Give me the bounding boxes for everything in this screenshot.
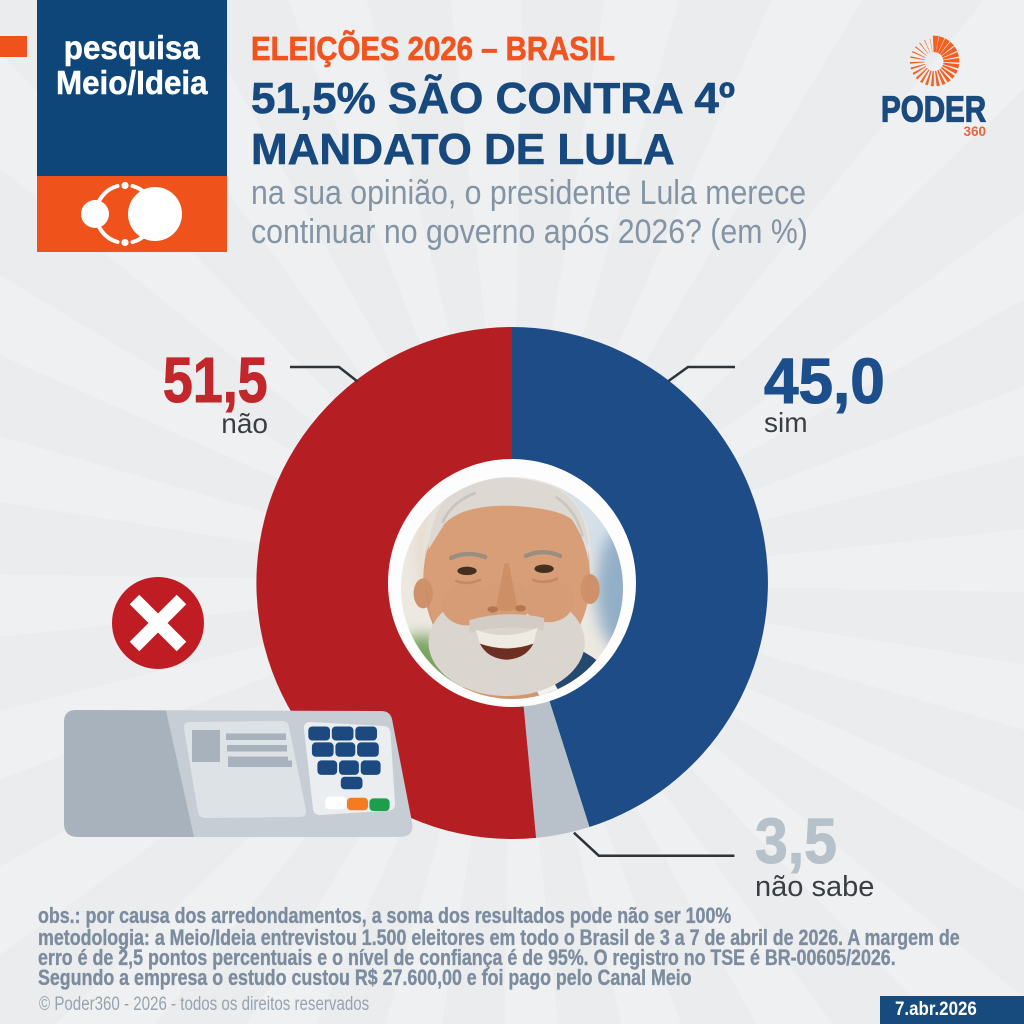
svg-text:360: 360: [963, 124, 986, 139]
svg-text:PODER: PODER: [881, 90, 986, 131]
